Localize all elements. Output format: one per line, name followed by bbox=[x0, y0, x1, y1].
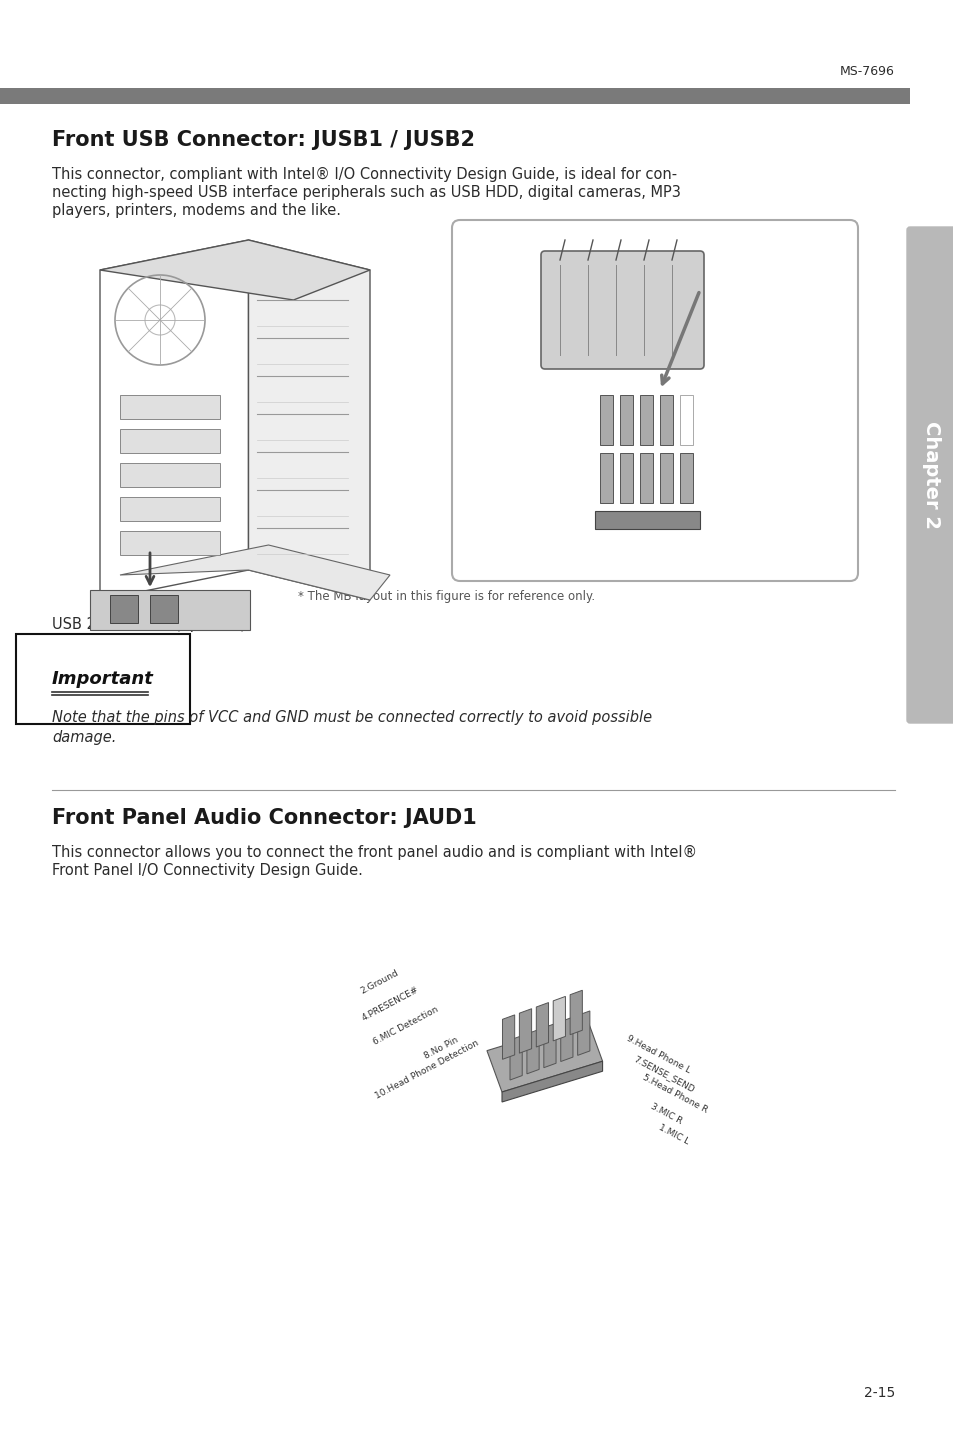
Text: 5.Head Phone R: 5.Head Phone R bbox=[639, 1074, 708, 1116]
Bar bbox=[120, 497, 220, 521]
Text: Important: Important bbox=[52, 670, 153, 687]
Polygon shape bbox=[560, 1017, 573, 1061]
Text: Front Panel I/O Connectivity Design Guide.: Front Panel I/O Connectivity Design Guid… bbox=[52, 863, 362, 878]
Text: 8.No Pin: 8.No Pin bbox=[422, 1035, 459, 1061]
Bar bbox=[120, 463, 220, 487]
Bar bbox=[639, 453, 652, 503]
Polygon shape bbox=[553, 997, 565, 1041]
Polygon shape bbox=[536, 1002, 548, 1047]
Text: players, printers, modems and the like.: players, printers, modems and the like. bbox=[52, 203, 340, 218]
Bar bbox=[120, 395, 220, 420]
Bar bbox=[150, 596, 178, 623]
Text: necting high-speed USB interface peripherals such as USB HDD, digital cameras, M: necting high-speed USB interface periphe… bbox=[52, 185, 680, 200]
Text: 4.PRESENCE#: 4.PRESENCE# bbox=[359, 985, 419, 1022]
Bar bbox=[659, 453, 672, 503]
Polygon shape bbox=[100, 241, 248, 600]
Polygon shape bbox=[486, 1020, 602, 1093]
Text: 8.Ground: 8.Ground bbox=[544, 427, 584, 457]
Polygon shape bbox=[120, 546, 390, 600]
Text: * The MB layout in this figure is for reference only.: * The MB layout in this figure is for re… bbox=[298, 590, 595, 603]
Text: MS-7696: MS-7696 bbox=[840, 64, 894, 77]
Bar bbox=[679, 453, 692, 503]
Polygon shape bbox=[100, 241, 370, 299]
Text: 4.USB1-: 4.USB1- bbox=[549, 473, 584, 500]
Text: 7.Ground: 7.Ground bbox=[714, 431, 755, 461]
Text: 2.Ground: 2.Ground bbox=[358, 968, 399, 995]
Polygon shape bbox=[518, 1008, 531, 1053]
Bar bbox=[679, 395, 692, 445]
Polygon shape bbox=[502, 1015, 515, 1060]
Polygon shape bbox=[578, 1011, 589, 1055]
Bar bbox=[599, 453, 613, 503]
Text: 7.SENSE_SEND: 7.SENSE_SEND bbox=[632, 1054, 696, 1094]
Text: Front USB Connector: JUSB1 / JUSB2: Front USB Connector: JUSB1 / JUSB2 bbox=[52, 130, 475, 150]
Polygon shape bbox=[510, 1035, 521, 1080]
Text: 10.Head Phone Detection: 10.Head Phone Detection bbox=[373, 1038, 479, 1101]
Text: Front Panel Audio Connector: JAUD1: Front Panel Audio Connector: JAUD1 bbox=[52, 808, 476, 828]
Text: Chapter 2: Chapter 2 bbox=[922, 421, 941, 528]
Bar bbox=[599, 395, 613, 445]
FancyBboxPatch shape bbox=[540, 251, 703, 369]
Bar bbox=[120, 430, 220, 453]
Text: 9.Head Phone L: 9.Head Phone L bbox=[624, 1034, 691, 1075]
Bar bbox=[639, 395, 652, 445]
Text: 5.USB0+: 5.USB0+ bbox=[714, 454, 753, 483]
Text: 1.MIC L: 1.MIC L bbox=[656, 1123, 689, 1146]
Text: 10.NC: 10.NC bbox=[557, 410, 584, 431]
FancyBboxPatch shape bbox=[906, 228, 953, 723]
Text: 3.USB0-: 3.USB0- bbox=[714, 477, 749, 504]
Bar bbox=[595, 511, 700, 528]
Polygon shape bbox=[543, 1024, 556, 1068]
Polygon shape bbox=[248, 241, 370, 600]
Text: 2.VCC: 2.VCC bbox=[557, 497, 584, 518]
Polygon shape bbox=[501, 1061, 602, 1103]
Bar bbox=[120, 531, 220, 556]
Bar bbox=[90, 590, 250, 630]
Text: 3.MIC R: 3.MIC R bbox=[648, 1103, 682, 1126]
Text: 6.MIC Detection: 6.MIC Detection bbox=[372, 1005, 439, 1047]
Polygon shape bbox=[570, 991, 581, 1035]
Bar bbox=[659, 395, 672, 445]
Polygon shape bbox=[526, 1030, 538, 1074]
Text: 9.No Pin: 9.No Pin bbox=[714, 411, 751, 438]
Text: USB 2.0 Bracket (optional): USB 2.0 Bracket (optional) bbox=[52, 617, 246, 632]
FancyBboxPatch shape bbox=[452, 221, 857, 581]
Bar bbox=[110, 596, 138, 623]
Bar bbox=[0, 87, 909, 105]
Text: This connector, compliant with Intel® I/O Connectivity Design Guide, is ideal fo: This connector, compliant with Intel® I/… bbox=[52, 168, 677, 182]
Text: This connector allows you to connect the front panel audio and is compliant with: This connector allows you to connect the… bbox=[52, 845, 697, 861]
Text: 6.USB1+: 6.USB1+ bbox=[545, 450, 584, 478]
Text: 1.VCC: 1.VCC bbox=[714, 501, 742, 523]
Text: damage.: damage. bbox=[52, 730, 116, 745]
Bar bbox=[619, 453, 633, 503]
Text: Note that the pins of VCC and GND must be connected correctly to avoid possible: Note that the pins of VCC and GND must b… bbox=[52, 710, 652, 725]
Text: 2-15: 2-15 bbox=[862, 1386, 894, 1400]
Bar bbox=[619, 395, 633, 445]
